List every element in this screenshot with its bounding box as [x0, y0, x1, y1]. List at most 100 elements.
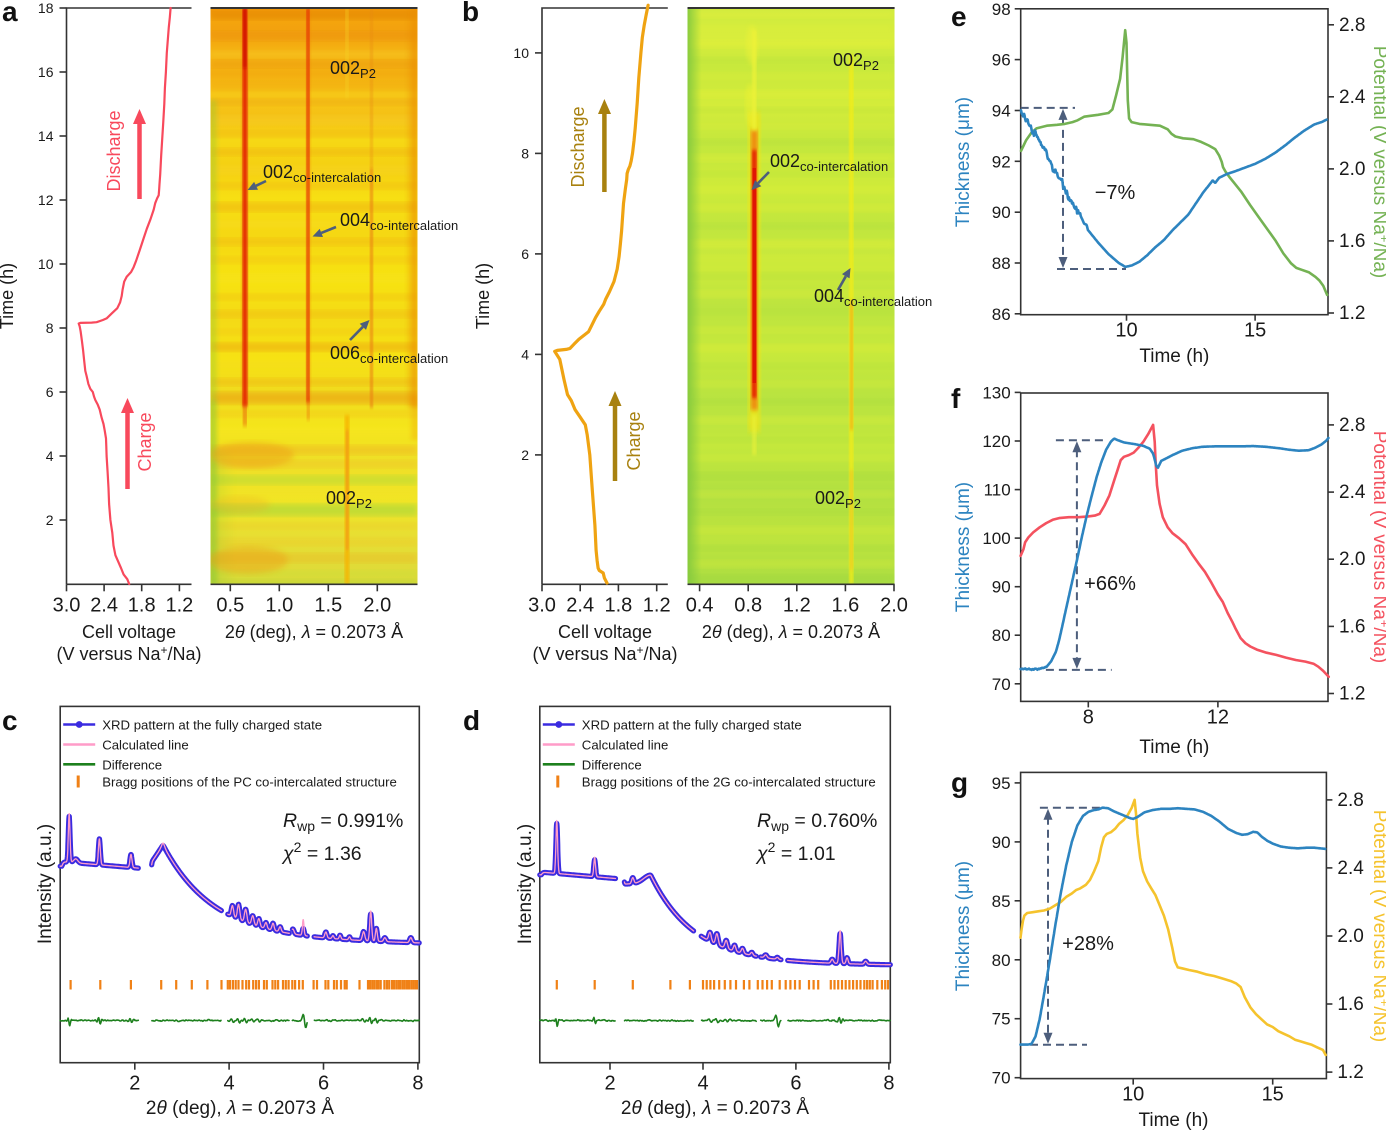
svg-text:10: 10	[38, 256, 54, 272]
svg-text:70: 70	[992, 1069, 1011, 1088]
svg-text:Time (h): Time (h)	[473, 263, 493, 329]
svg-text:2.0: 2.0	[363, 594, 391, 616]
svg-text:1.2: 1.2	[1339, 684, 1365, 705]
svg-text:(V versus Na+/Na): (V versus Na+/Na)	[56, 643, 201, 664]
svg-text:70: 70	[992, 675, 1011, 694]
svg-text:86: 86	[992, 305, 1011, 324]
svg-text:Discharge: Discharge	[568, 106, 588, 187]
svg-text:6: 6	[521, 246, 529, 262]
svg-text:1.6: 1.6	[1339, 231, 1365, 252]
svg-text:80: 80	[992, 626, 1011, 645]
svg-text:1.2: 1.2	[783, 594, 811, 616]
svg-text:Difference: Difference	[582, 757, 642, 772]
svg-text:e: e	[951, 1, 967, 32]
svg-text:b: b	[462, 0, 479, 27]
svg-text:Charge: Charge	[135, 412, 155, 471]
svg-text:90: 90	[992, 578, 1011, 597]
svg-text:Potential (V versus Na+/Na): Potential (V versus Na+/Na)	[1369, 46, 1386, 279]
svg-text:100: 100	[982, 529, 1010, 548]
svg-text:85: 85	[992, 892, 1011, 911]
svg-text:1.2: 1.2	[1339, 303, 1365, 324]
svg-text:2.4: 2.4	[1339, 87, 1366, 108]
svg-text:110: 110	[984, 481, 1011, 500]
svg-text:2θ (deg), λ = 0.2073 Å: 2θ (deg), λ = 0.2073 Å	[225, 622, 403, 642]
svg-text:Charge: Charge	[624, 411, 644, 470]
svg-text:Intensity (a.u.): Intensity (a.u.)	[515, 824, 536, 944]
svg-text:75: 75	[992, 1010, 1011, 1029]
svg-text:18: 18	[38, 0, 54, 16]
svg-text:4: 4	[521, 346, 529, 362]
svg-text:XRD pattern at the fully charg: XRD pattern at the fully charged state	[102, 718, 322, 733]
svg-text:1.2: 1.2	[1337, 1062, 1363, 1083]
svg-text:2.0: 2.0	[1337, 926, 1363, 947]
svg-text:−7%: −7%	[1095, 182, 1136, 204]
svg-text:12: 12	[1207, 706, 1229, 728]
svg-text:10: 10	[1115, 320, 1137, 342]
svg-text:1.2: 1.2	[643, 594, 671, 616]
svg-text:Difference: Difference	[102, 757, 162, 772]
svg-text:0.8: 0.8	[734, 594, 762, 616]
svg-text:+28%: +28%	[1062, 933, 1114, 955]
svg-text:8: 8	[521, 145, 529, 161]
svg-text:Intensity (a.u.): Intensity (a.u.)	[35, 824, 56, 944]
svg-text:1.6: 1.6	[831, 594, 859, 616]
svg-text:3.0: 3.0	[528, 594, 556, 616]
svg-text:8: 8	[883, 1073, 894, 1095]
svg-text:8: 8	[412, 1073, 423, 1095]
svg-text:12: 12	[38, 192, 54, 208]
svg-text:d: d	[463, 705, 480, 736]
svg-text:Thickness (μm): Thickness (μm)	[953, 482, 974, 612]
svg-text:94: 94	[992, 102, 1011, 121]
svg-text:χ2 = 1.36: χ2 = 1.36	[281, 839, 362, 865]
svg-text:Cell voltage: Cell voltage	[558, 622, 652, 642]
svg-text:15: 15	[1244, 320, 1266, 342]
svg-text:Bragg positions of the 2G co-i: Bragg positions of the 2G co-intercalate…	[582, 775, 876, 790]
svg-text:Potential (V versus Na+/Na): Potential (V versus Na+/Na)	[1369, 810, 1386, 1043]
svg-text:130: 130	[982, 383, 1010, 402]
svg-text:a: a	[2, 0, 18, 27]
svg-text:g: g	[951, 767, 968, 798]
svg-text:120: 120	[982, 432, 1010, 451]
svg-text:2.4: 2.4	[566, 594, 594, 616]
svg-text:4: 4	[224, 1073, 235, 1095]
svg-text:90: 90	[992, 833, 1011, 852]
svg-text:10: 10	[1122, 1084, 1144, 1106]
svg-text:2.4: 2.4	[90, 594, 118, 616]
svg-text:6: 6	[46, 384, 54, 400]
svg-text:15: 15	[1262, 1084, 1284, 1106]
svg-text:Time (h): Time (h)	[1139, 346, 1209, 367]
svg-text:92: 92	[992, 152, 1011, 171]
svg-text:1.5: 1.5	[314, 594, 342, 616]
svg-text:Time (h): Time (h)	[1139, 737, 1209, 758]
svg-text:Time (h): Time (h)	[1138, 1110, 1208, 1130]
svg-text:2.8: 2.8	[1339, 415, 1365, 436]
svg-text:Cell voltage: Cell voltage	[82, 622, 176, 642]
svg-text:8: 8	[46, 320, 54, 336]
svg-text:14: 14	[38, 128, 54, 144]
svg-text:Potential (V versus Na+/Na): Potential (V versus Na+/Na)	[1369, 431, 1386, 664]
svg-text:95: 95	[992, 774, 1011, 793]
svg-text:Discharge: Discharge	[104, 110, 124, 191]
svg-text:c: c	[2, 705, 18, 736]
svg-text:Rwp = 0.991%: Rwp = 0.991%	[283, 810, 403, 834]
svg-text:4: 4	[697, 1073, 708, 1095]
svg-text:10: 10	[513, 45, 529, 61]
svg-text:f: f	[951, 383, 961, 414]
svg-text:2θ (deg), λ = 0.2073 Å: 2θ (deg), λ = 0.2073 Å	[146, 1098, 334, 1119]
svg-text:0.5: 0.5	[216, 594, 244, 616]
svg-text:1.6: 1.6	[1339, 616, 1365, 637]
svg-text:96: 96	[992, 51, 1011, 70]
svg-text:90: 90	[992, 203, 1011, 222]
svg-text:6: 6	[318, 1073, 329, 1095]
svg-text:Thickness (μm): Thickness (μm)	[953, 861, 974, 991]
svg-text:Bragg positions of the PC co-i: Bragg positions of the PC co-intercalate…	[102, 775, 397, 790]
svg-text:1.6: 1.6	[1337, 994, 1363, 1015]
svg-text:XRD pattern at the fully charg: XRD pattern at the fully charged state	[582, 718, 802, 733]
svg-text:Thickness (μm): Thickness (μm)	[953, 97, 974, 227]
svg-text:8: 8	[1083, 706, 1094, 728]
svg-text:6: 6	[790, 1073, 801, 1095]
svg-text:2.4: 2.4	[1339, 482, 1366, 503]
svg-text:16: 16	[38, 64, 54, 80]
svg-text:1.2: 1.2	[165, 594, 193, 616]
svg-text:2θ (deg), λ = 0.2073 Å: 2θ (deg), λ = 0.2073 Å	[621, 1098, 809, 1119]
